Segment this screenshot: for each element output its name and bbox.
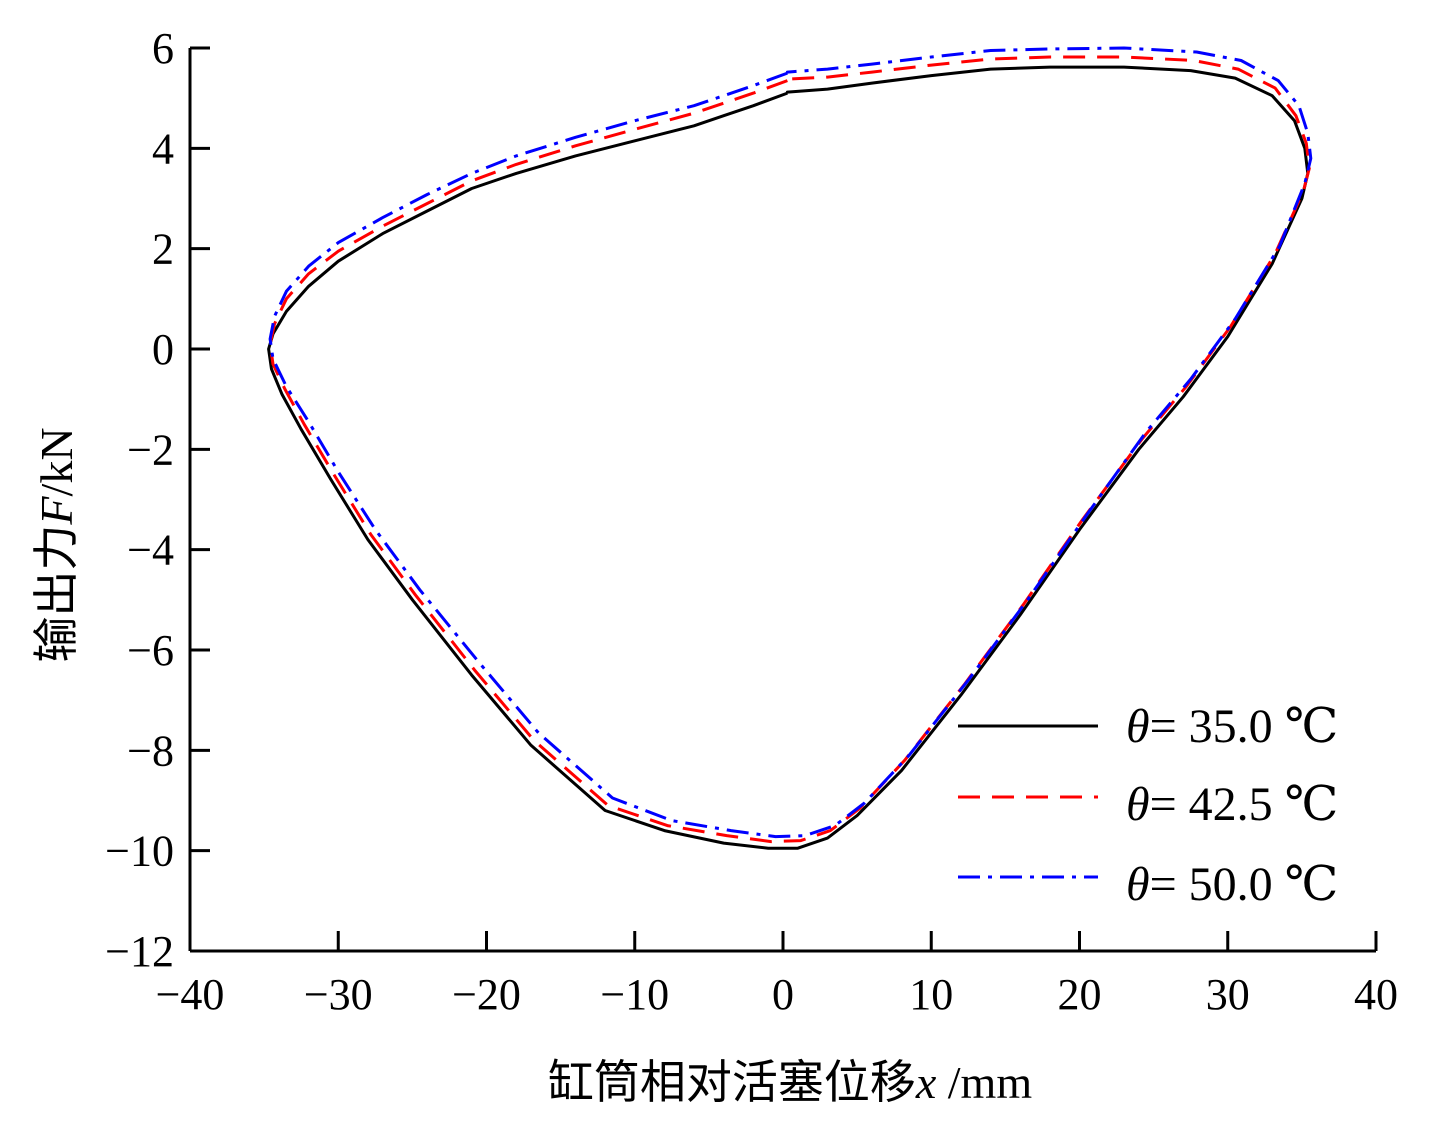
y-tick-label: −4 bbox=[127, 526, 174, 575]
y-axis-title: 输出力F/kN bbox=[29, 427, 83, 662]
legend: θ= 35.0 ℃ θ= 42.5 ℃ θ= 50.0 ℃ bbox=[958, 700, 1338, 911]
legend-item-42-5: θ= 42.5 ℃ bbox=[958, 778, 1338, 831]
series-line-0 bbox=[267, 65, 1310, 850]
series-line-2 bbox=[268, 46, 1313, 839]
x-tick-label: 20 bbox=[1058, 970, 1102, 1019]
x-tick-label: 40 bbox=[1354, 970, 1398, 1019]
legend-value-35: = 35.0 ℃ bbox=[1150, 700, 1339, 753]
y-tick-label: 4 bbox=[152, 124, 174, 173]
x-tick-label: 10 bbox=[909, 970, 953, 1019]
x-tick-label: 30 bbox=[1206, 970, 1250, 1019]
y-tick-label: 6 bbox=[152, 24, 174, 73]
x-tick-label: −20 bbox=[452, 970, 521, 1019]
legend-label-50: θ= 50.0 ℃ bbox=[1126, 858, 1338, 911]
legend-label-42-5: θ= 42.5 ℃ bbox=[1126, 778, 1338, 831]
x-axis-title-prefix: 缸筒相对活塞位移 bbox=[548, 1055, 916, 1109]
x-tick-label: −40 bbox=[156, 970, 225, 1019]
legend-label-35: θ= 35.0 ℃ bbox=[1126, 700, 1338, 753]
x-axis-title-var: x bbox=[915, 1057, 937, 1108]
legend-item-35: θ= 35.0 ℃ bbox=[958, 700, 1338, 753]
x-tick-label: −10 bbox=[600, 970, 669, 1019]
y-axis-title-unit: /kN bbox=[31, 427, 82, 496]
legend-value-42-5: = 42.5 ℃ bbox=[1150, 778, 1339, 831]
y-tick-label: −2 bbox=[127, 425, 174, 474]
y-axis-title-prefix: 输出力 bbox=[29, 525, 83, 663]
x-tick-label: 0 bbox=[772, 970, 794, 1019]
legend-value-50: = 50.0 ℃ bbox=[1150, 858, 1339, 911]
legend-var-42-5: θ bbox=[1126, 778, 1150, 831]
y-tick-label: −12 bbox=[105, 927, 174, 976]
legend-var-35: θ bbox=[1126, 700, 1150, 753]
y-tick-label: −6 bbox=[127, 626, 174, 675]
y-tick-label: −10 bbox=[105, 827, 174, 876]
y-tick-label: 0 bbox=[152, 325, 174, 374]
y-axis-title-var: F bbox=[31, 496, 82, 526]
x-axis-title: 缸筒相对活塞位移x /mm bbox=[548, 1055, 1032, 1109]
legend-item-50: θ= 50.0 ℃ bbox=[958, 858, 1338, 911]
y-tick-label: 2 bbox=[152, 225, 174, 274]
x-axis-title-unit: /mm bbox=[936, 1057, 1032, 1108]
y-tick-label: −8 bbox=[127, 726, 174, 775]
legend-var-50: θ bbox=[1126, 858, 1150, 911]
series-line-1 bbox=[268, 55, 1311, 844]
series-layer bbox=[267, 46, 1313, 850]
x-tick-label: −30 bbox=[304, 970, 373, 1019]
